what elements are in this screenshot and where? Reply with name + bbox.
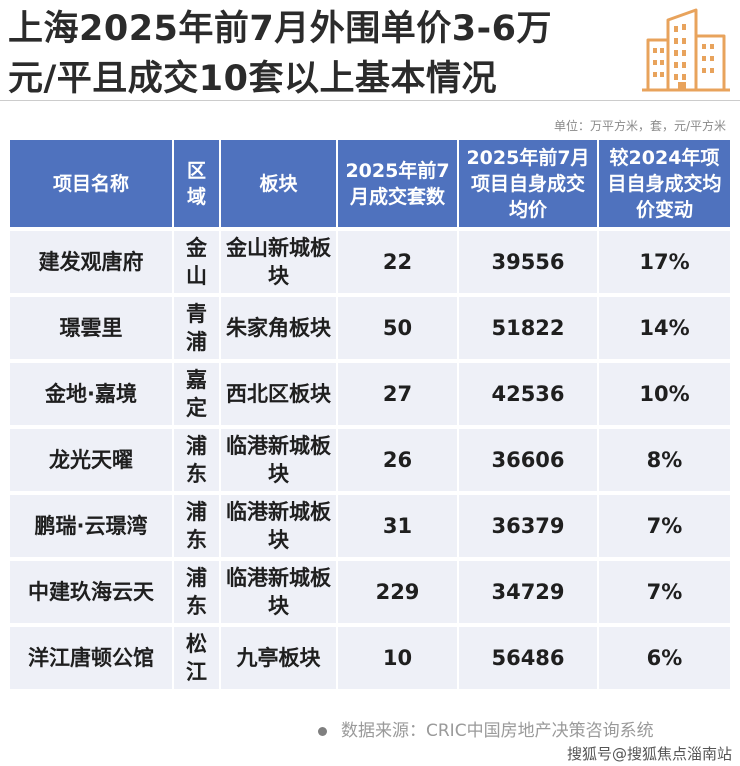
- table-row: 洋江唐顿公馆 松江 九亭板块 10 56486 6%: [10, 623, 730, 689]
- table-header-row: 项目名称 区域 板块 2025年前7月成交套数 2025年前7月项目自身成交均价…: [10, 140, 730, 229]
- cell-district: 浦东: [173, 425, 221, 493]
- header-district: 区域: [173, 140, 221, 229]
- header-change: 较2024年项目自身成交均价变动: [598, 140, 730, 229]
- cell-price: 34729: [458, 557, 599, 625]
- cell-name: 璟雲里: [10, 293, 174, 361]
- table-row: 中建玖海云天 浦东 临港新城板块 229 34729 7%: [10, 557, 730, 625]
- cell-district: 金山: [173, 227, 221, 295]
- source-text: 数据来源：CRIC中国房地产决策咨询系统: [341, 721, 654, 741]
- cell-plate: 九亭板块: [220, 623, 338, 689]
- table-row: 璟雲里 青浦 朱家角板块 50 51822 14%: [10, 293, 730, 361]
- cell-change: 14%: [598, 293, 730, 361]
- cell-district: 浦东: [173, 557, 221, 625]
- cell-price: 36379: [458, 491, 599, 559]
- table-row: 龙光天曜 浦东 临港新城板块 26 36606 8%: [10, 425, 730, 493]
- cell-name: 建发观唐府: [10, 227, 174, 295]
- cell-name: 洋江唐顿公馆: [10, 623, 174, 689]
- project-table: 项目名称 区域 板块 2025年前7月成交套数 2025年前7月项目自身成交均价…: [10, 140, 730, 689]
- cell-units: 26: [337, 425, 459, 493]
- source-note: 数据来源：CRIC中国房地产决策咨询系统: [318, 716, 654, 741]
- header-plate: 板块: [220, 140, 338, 229]
- page-title: 上海2025年前7月外围单价3-6万 元/平且成交10套以上基本情况: [8, 4, 628, 104]
- cell-units: 229: [337, 557, 459, 625]
- table-row: 鹏瑞·云璟湾 浦东 临港新城板块 31 36379 7%: [10, 491, 730, 559]
- cell-units: 27: [337, 359, 459, 427]
- cell-plate: 金山新城板块: [220, 227, 338, 295]
- cell-district: 浦东: [173, 491, 221, 559]
- cell-name: 中建玖海云天: [10, 557, 174, 625]
- cell-change: 6%: [598, 623, 730, 689]
- watermark: 搜狐号@搜狐焦点淄南站: [562, 741, 740, 766]
- cell-units: 50: [337, 293, 459, 361]
- cell-change: 10%: [598, 359, 730, 427]
- cell-plate: 临港新城板块: [220, 557, 338, 625]
- cell-district: 嘉定: [173, 359, 221, 427]
- cell-district: 松江: [173, 623, 221, 689]
- table-row: 建发观唐府 金山 金山新城板块 22 39556 17%: [10, 227, 730, 295]
- cell-price: 56486: [458, 623, 599, 689]
- cell-name: 鹏瑞·云璟湾: [10, 491, 174, 559]
- unit-note: 单位：万平方米，套，元/平方米: [553, 119, 726, 133]
- table-row: 金地·嘉境 嘉定 西北区板块 27 42536 10%: [10, 359, 730, 427]
- cell-plate: 西北区板块: [220, 359, 338, 427]
- cell-change: 7%: [598, 491, 730, 559]
- cell-district: 青浦: [173, 293, 221, 361]
- cell-price: 51822: [458, 293, 599, 361]
- header-units: 2025年前7月成交套数: [337, 140, 459, 229]
- building-icon: [642, 8, 730, 92]
- cell-plate: 临港新城板块: [220, 425, 338, 493]
- header-price: 2025年前7月项目自身成交均价: [458, 140, 599, 229]
- cell-units: 10: [337, 623, 459, 689]
- cell-units: 22: [337, 227, 459, 295]
- cell-price: 36606: [458, 425, 599, 493]
- cell-plate: 临港新城板块: [220, 491, 338, 559]
- header-name: 项目名称: [10, 140, 174, 229]
- title-line-1: 上海2025年前7月外围单价3-6万: [8, 9, 552, 49]
- bullet-dot-icon: [318, 726, 327, 736]
- cell-price: 42536: [458, 359, 599, 427]
- cell-name: 龙光天曜: [10, 425, 174, 493]
- cell-price: 39556: [458, 227, 599, 295]
- cell-change: 8%: [598, 425, 730, 493]
- cell-name: 金地·嘉境: [10, 359, 174, 427]
- cell-change: 7%: [598, 557, 730, 625]
- title-line-2: 元/平且成交10套以上基本情况: [8, 59, 497, 99]
- cell-plate: 朱家角板块: [220, 293, 338, 361]
- cell-units: 31: [337, 491, 459, 559]
- cell-change: 17%: [598, 227, 730, 295]
- title-divider: [0, 100, 740, 101]
- watermark-text: 搜狐号@搜狐焦点淄南站: [566, 745, 732, 763]
